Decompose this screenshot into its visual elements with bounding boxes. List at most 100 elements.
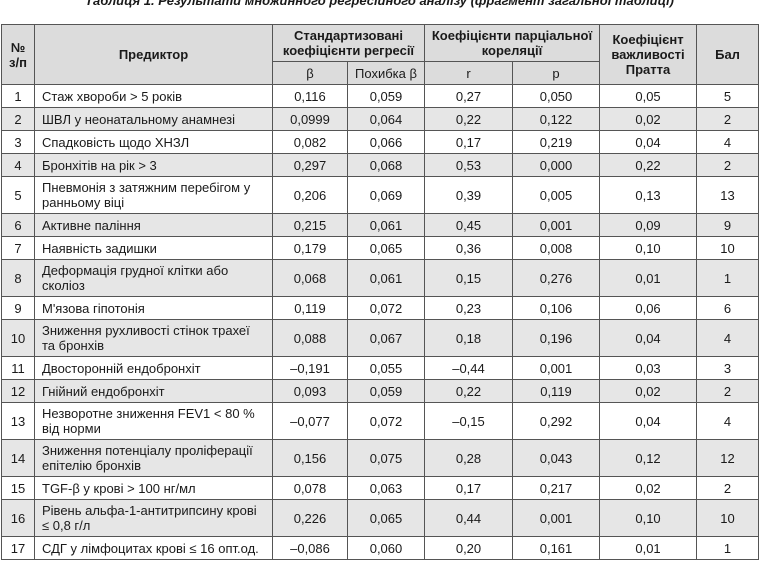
row-r: 0,44 (424, 499, 513, 537)
row-r: 0,22 (424, 379, 513, 403)
row-r: 0,18 (424, 319, 513, 357)
row-beta-error: 0,064 (347, 107, 425, 131)
row-score: 5 (696, 84, 759, 108)
row-number: 8 (1, 259, 35, 297)
row-predictor: Наявність задишки (34, 236, 273, 260)
table-row: 13 Незворотне зниження FEV1 < 80 % від но… (1, 402, 759, 440)
row-p: 0,001 (511, 356, 601, 380)
row-p: 0,008 (511, 236, 601, 260)
row-number: 14 (1, 439, 35, 477)
row-p: 0,196 (511, 319, 601, 357)
row-beta: 0,078 (272, 476, 348, 500)
row-pratt: 0,10 (599, 236, 698, 260)
row-predictor: СДГ у лімфоцитах крові ≤ 16 опт.од. (34, 536, 273, 560)
row-p: 0,050 (511, 84, 601, 108)
row-beta-error: 0,061 (347, 213, 425, 237)
header-predictor: Предиктор (34, 24, 273, 85)
table-row: 6 Активне паління 0,215 0,061 0,45 0,001 0,09 9 (1, 213, 759, 237)
row-number: 1 (1, 84, 35, 108)
row-p: 0,043 (511, 439, 601, 477)
table-header: № з/п Предиктор Стандартизовані коефіціє… (1, 24, 759, 85)
table-row: 14 Зниження потенціалу проліферації епіте… (1, 439, 759, 477)
row-predictor: Деформація грудної клітки або сколіоз (34, 259, 273, 297)
row-beta: 0,119 (272, 296, 348, 320)
table-row: 15 TGF-β у крові > 100 нг/мл 0,078 0,063 0,1… (1, 476, 759, 500)
header-std-coef: Стандартизовані коефіцієнти регресії (272, 24, 425, 62)
row-pratt: 0,02 (599, 379, 698, 403)
row-predictor: Стаж хвороби > 5 років (34, 84, 273, 108)
row-score: 4 (696, 130, 759, 154)
row-beta: 0,0999 (272, 107, 348, 131)
table-row: 2 ШВЛ у неонатальному анамнезі 0,0999 0,064… (1, 107, 759, 131)
row-pratt: 0,13 (599, 176, 698, 214)
row-score: 2 (696, 153, 759, 177)
header-pratt: Коефіцієнт важливості Пратта (599, 24, 698, 85)
header-partial-corr: Коефіцієнти парціальної кореляції (423, 24, 601, 62)
row-r: 0,15 (424, 259, 513, 297)
row-r: 0,20 (424, 536, 513, 560)
row-score: 1 (696, 536, 759, 560)
row-score: 2 (696, 379, 759, 403)
row-number: 17 (1, 536, 35, 560)
row-r: 0,36 (424, 236, 513, 260)
header-beta: β (272, 61, 348, 85)
row-pratt: 0,01 (599, 536, 698, 560)
row-predictor: Зниження рухливості стінок трахеї та бро… (34, 319, 273, 357)
row-pratt: 0,04 (599, 319, 698, 357)
row-predictor: Активне паління (34, 213, 273, 237)
row-pratt: 0,01 (599, 259, 698, 297)
row-pratt: 0,06 (599, 296, 698, 320)
row-r: –0,15 (424, 402, 513, 440)
row-number: 12 (1, 379, 35, 403)
row-pratt: 0,10 (599, 499, 698, 537)
header-r: r (424, 61, 513, 85)
header-score: Бал (696, 24, 759, 85)
row-predictor: Спадковість щодо ХНЗЛ (34, 130, 273, 154)
row-number: 3 (1, 130, 35, 154)
row-p: 0,001 (511, 213, 601, 237)
row-beta: 0,156 (272, 439, 348, 477)
table-body: 1 Стаж хвороби > 5 років 0,116 0,059 0,27 0,0… (1, 84, 759, 560)
row-score: 4 (696, 402, 759, 440)
row-beta: 0,093 (272, 379, 348, 403)
table-row: 8 Деформація грудної клітки або сколіоз 0,… (1, 259, 759, 297)
row-p: 0,161 (511, 536, 601, 560)
row-beta: 0,088 (272, 319, 348, 357)
row-pratt: 0,04 (599, 402, 698, 440)
row-pratt: 0,05 (599, 84, 698, 108)
row-p: 0,119 (511, 379, 601, 403)
row-beta-error: 0,059 (347, 379, 425, 403)
row-r: 0,17 (424, 130, 513, 154)
row-r: 0,22 (424, 107, 513, 131)
table-row: 5 Пневмонія з затяжним перебігом у ранньо… (1, 176, 759, 214)
row-predictor: М'язова гіпотонія (34, 296, 273, 320)
row-beta-error: 0,061 (347, 259, 425, 297)
row-beta: 0,206 (272, 176, 348, 214)
row-beta: 0,297 (272, 153, 348, 177)
row-score: 13 (696, 176, 759, 214)
row-p: 0,001 (511, 499, 601, 537)
table-row: 1 Стаж хвороби > 5 років 0,116 0,059 0,27 0,0… (1, 84, 759, 108)
row-number: 11 (1, 356, 35, 380)
row-r: 0,23 (424, 296, 513, 320)
table-row: 17 СДГ у лімфоцитах крові ≤ 16 опт.од. –0,… (1, 536, 759, 560)
row-number: 5 (1, 176, 35, 214)
row-pratt: 0,03 (599, 356, 698, 380)
row-beta: 0,215 (272, 213, 348, 237)
table-row: 4 Бронхітів на рік > 3 0,297 0,068 0,53 0,000… (1, 153, 759, 177)
row-predictor: TGF-β у крові > 100 нг/мл (34, 476, 273, 500)
row-r: 0,53 (424, 153, 513, 177)
table-row: 10 Зниження рухливості стінок трахеї та б… (1, 319, 759, 357)
row-score: 3 (696, 356, 759, 380)
row-score: 2 (696, 476, 759, 500)
row-number: 7 (1, 236, 35, 260)
row-beta: 0,226 (272, 499, 348, 537)
table-row: 11 Двосторонній ендобронхіт –0,191 0,055 –0,… (1, 356, 759, 380)
row-p: 0,106 (511, 296, 601, 320)
row-score: 12 (696, 439, 759, 477)
row-score: 2 (696, 107, 759, 131)
row-score: 9 (696, 213, 759, 237)
row-p: 0,292 (511, 402, 601, 440)
table-row: 16 Рівень альфа-1-антитрипсину крові ≤ 0,… (1, 499, 759, 537)
table-caption: Таблиця 1. Результати множинного регресі… (85, 0, 674, 8)
